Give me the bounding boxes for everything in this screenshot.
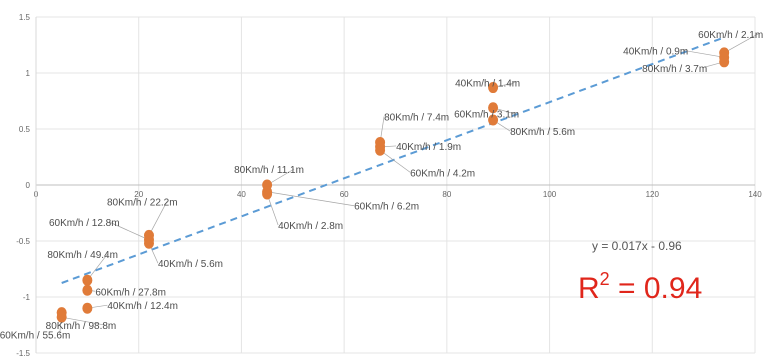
leader-line <box>108 221 150 241</box>
point-label: 40Km/h / 5.6m <box>158 259 223 270</box>
x-tick-label: 120 <box>646 190 660 199</box>
point-label: 80Km/h / 5.6m <box>510 127 575 138</box>
x-tick-label: 80 <box>442 190 451 199</box>
y-tick-label: -1 <box>23 293 31 302</box>
point-label: 60Km/h / 12.8m <box>49 218 120 229</box>
data-point <box>488 82 499 94</box>
data-point <box>488 114 499 126</box>
x-tick-label: 100 <box>543 190 557 199</box>
x-tick-label: 60 <box>340 190 349 199</box>
data-point <box>375 144 386 156</box>
leader-line <box>724 33 759 54</box>
y-tick-label: 0 <box>26 181 31 190</box>
y-tick-label: -0.5 <box>16 237 30 246</box>
x-tick-label: 20 <box>134 190 143 199</box>
point-label: 80Km/h / 22.2m <box>107 197 178 208</box>
point-label: 60Km/h / 6.2m <box>354 202 419 213</box>
data-point <box>82 284 93 296</box>
trendline-equation: y = 0.017x - 0.96 <box>592 239 682 253</box>
point-label: 60Km/h / 27.8m <box>95 287 166 298</box>
point-label: 60Km/h / 55.6m <box>0 331 70 342</box>
data-point <box>82 274 93 286</box>
point-label: 60Km/h / 3.1m <box>454 110 519 121</box>
leader-line <box>148 201 168 236</box>
point-label: 60Km/h / 2.1m <box>698 30 763 41</box>
point-label: 80Km/h / 98.8m <box>46 321 117 332</box>
r-squared-base: R <box>578 272 600 305</box>
leader-line <box>87 253 108 281</box>
leader-line <box>683 49 725 58</box>
y-tick-label: 1 <box>26 69 31 78</box>
point-label: 40Km/h / 1.4m <box>455 79 520 90</box>
data-point <box>719 56 730 68</box>
data-point <box>82 302 93 314</box>
data-points <box>56 47 730 323</box>
point-label: 80Km/h / 11.1m <box>234 165 304 176</box>
point-label: 40Km/h / 0.9m <box>623 46 688 57</box>
x-tick-label: 140 <box>748 190 762 199</box>
leader-line <box>379 149 411 173</box>
leader-line <box>61 316 106 326</box>
y-tick-label: -1.5 <box>16 349 30 358</box>
point-label: 80Km/h / 49.4m <box>47 250 118 261</box>
data-point <box>56 311 67 323</box>
x-tick-label: 40 <box>237 190 246 199</box>
point-label: 80Km/h / 3.7m <box>642 64 707 75</box>
y-tick-label: 0.5 <box>19 125 31 134</box>
leader-line <box>266 168 295 186</box>
point-label: 40Km/h / 1.9m <box>396 142 461 153</box>
axes: 1.510.50-0.5-1-1.5020406080100120140 <box>16 13 762 358</box>
trendline-group <box>61 36 725 284</box>
point-label: 60Km/h / 4.2m <box>410 168 475 179</box>
data-point <box>143 237 154 249</box>
leader-line <box>266 193 279 226</box>
point-label: 40Km/h / 12.4m <box>107 301 178 312</box>
point-label: 80Km/h / 7.4m <box>384 112 449 123</box>
r-squared-value: = 0.94 <box>610 272 703 305</box>
r-squared-annotation: R2 = 0.94 <box>578 269 702 305</box>
point-label: 40Km/h / 2.8m <box>278 221 343 232</box>
data-point <box>488 102 499 114</box>
r-squared-superscript: 2 <box>600 269 610 289</box>
trendline <box>61 36 725 284</box>
leader-line <box>267 191 355 207</box>
data-point <box>262 188 273 200</box>
y-tick-label: 1.5 <box>19 13 31 22</box>
